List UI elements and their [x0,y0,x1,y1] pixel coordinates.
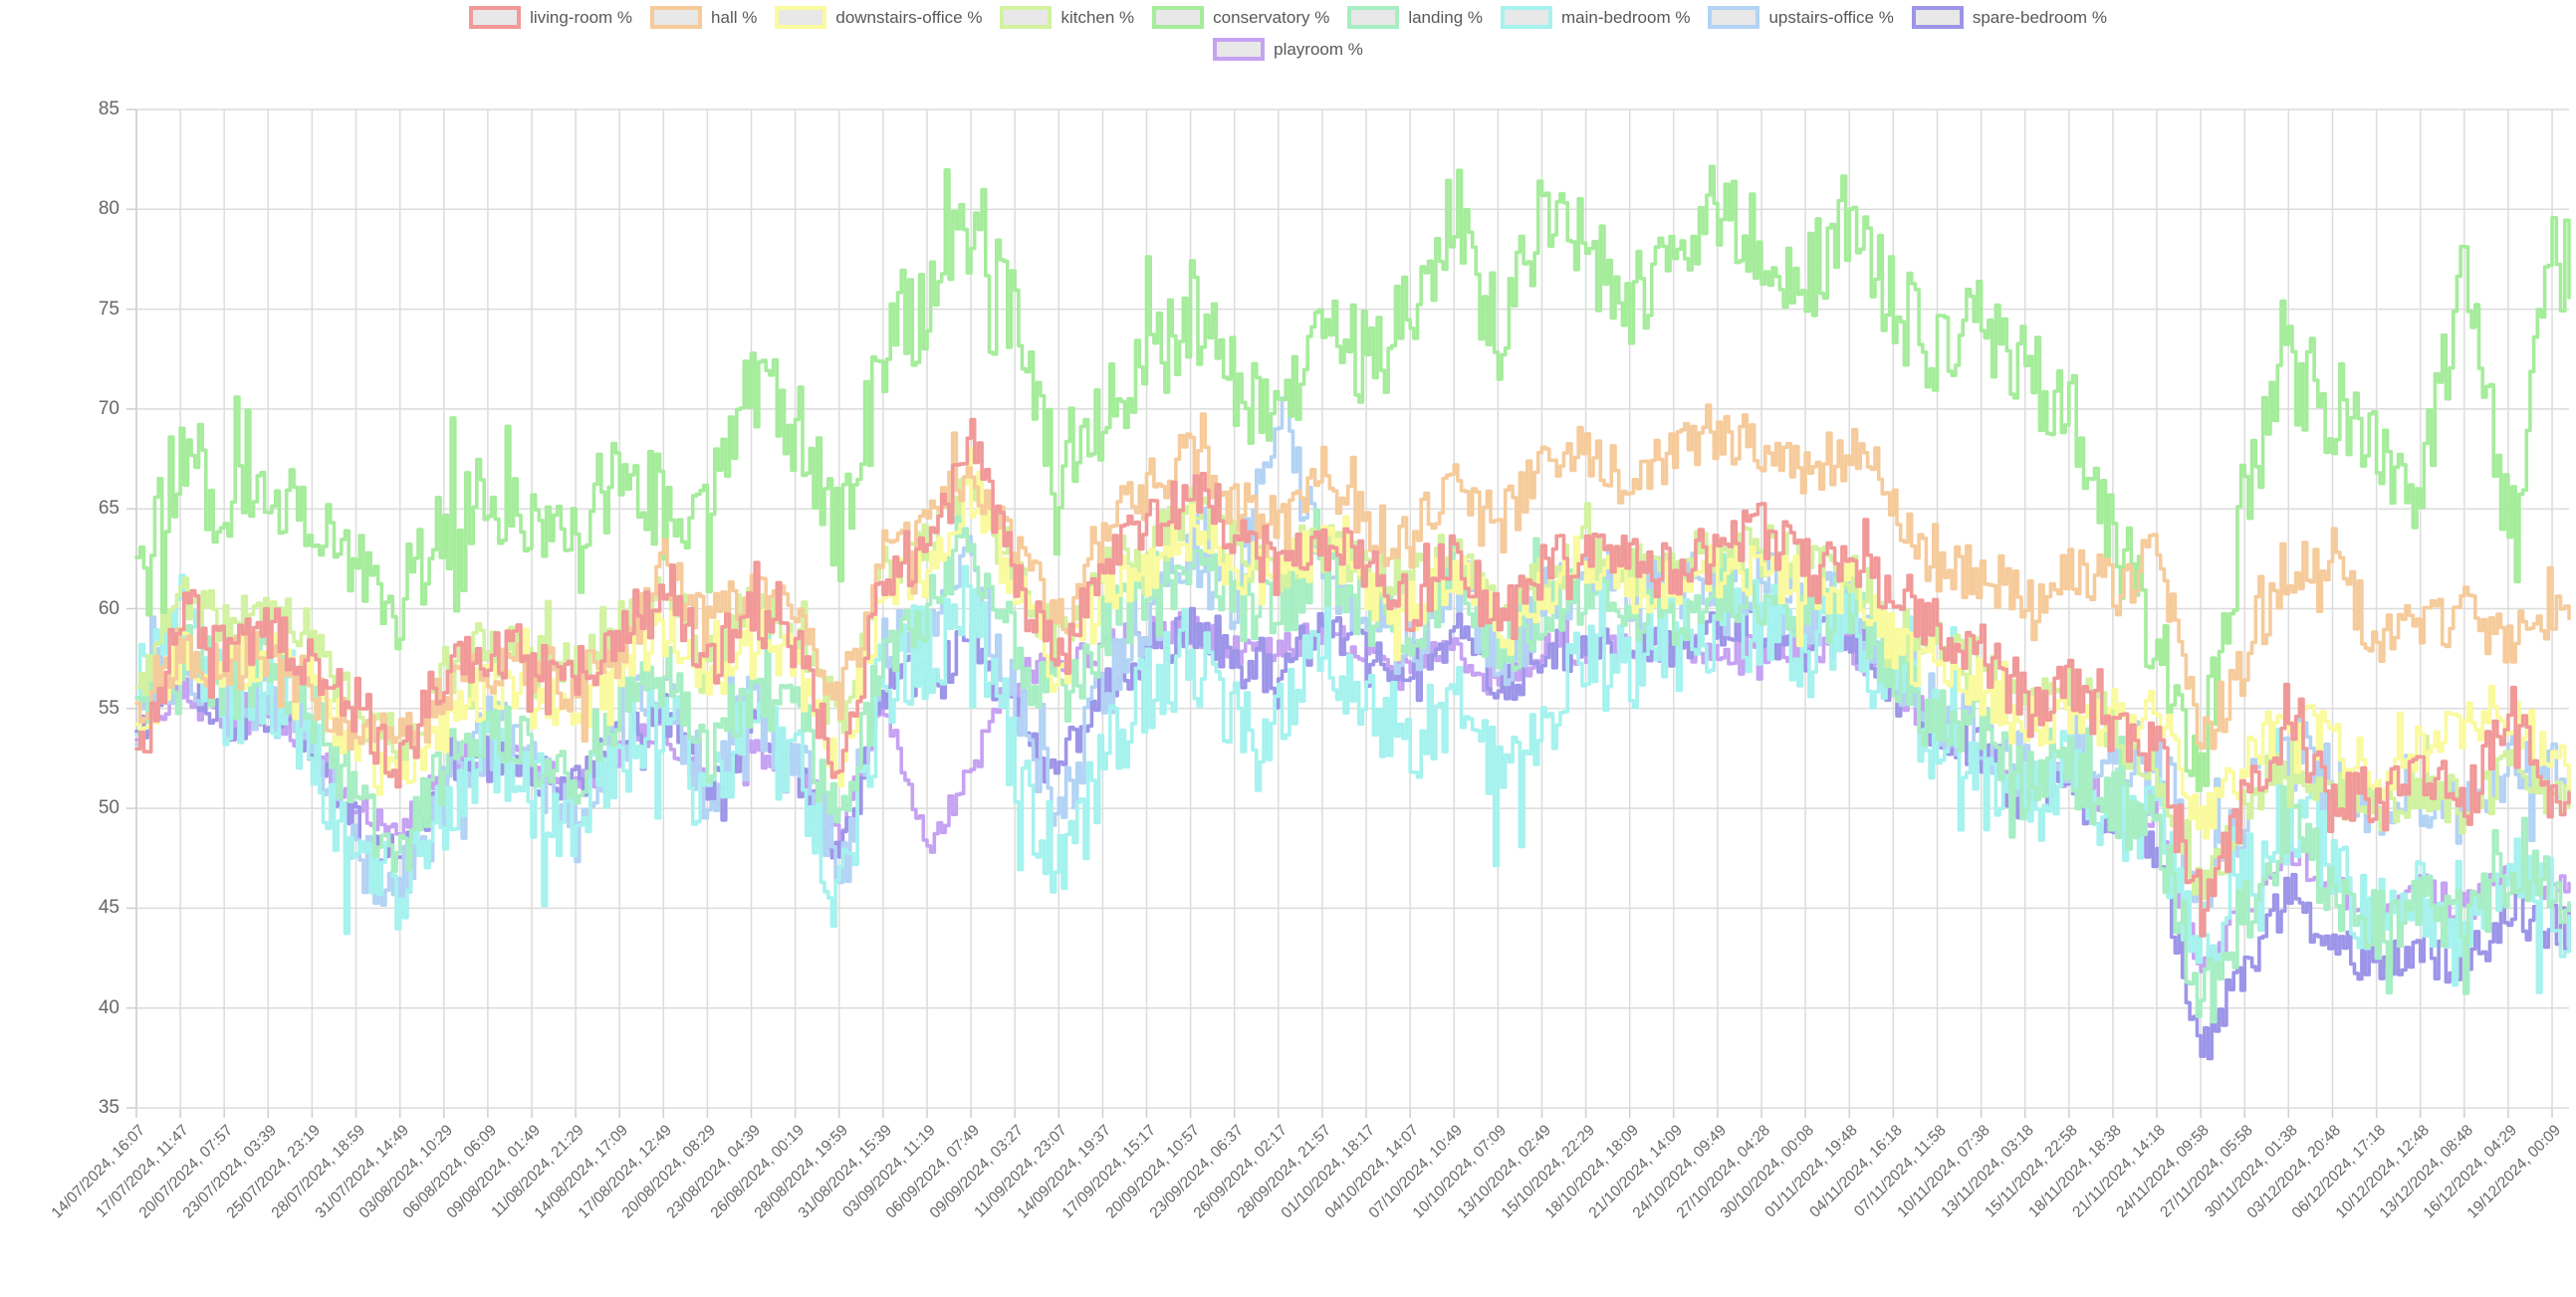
y-tick-label: 75 [98,298,119,320]
legend-swatch-landing [1347,6,1400,29]
legend-item-hall[interactable]: hall % [650,6,757,29]
legend-item-living-room[interactable]: living-room % [469,6,632,29]
y-tick-label: 55 [98,697,119,719]
y-tick-label: 50 [98,797,119,819]
legend-swatch-downstairs-office [775,6,827,29]
series-line-living-room [134,417,2571,938]
y-tick-label: 85 [98,99,119,119]
series-line-downstairs-office [134,446,2571,840]
legend-label: downstairs-office % [835,7,983,27]
legend-swatch-main-bedroom [1501,6,1552,29]
legend-item-upstairs-office[interactable]: upstairs-office % [1708,6,1894,29]
legend-label: conservatory % [1213,7,1330,27]
legend-label: spare-bedroom % [1972,7,2107,27]
legend-item-downstairs-office[interactable]: downstairs-office % [775,6,982,29]
chart-legend: living-room % hall % downstairs-office % ki… [0,6,2576,70]
legend-label: main-bedroom % [1561,7,1691,27]
legend-swatch-conservatory [1152,6,1205,29]
legend-swatch-spare-bedroom [1911,6,1964,29]
legend-item-conservatory[interactable]: conservatory % [1152,6,1329,29]
legend-label: playroom % [1274,39,1363,59]
y-tick-label: 65 [98,498,119,520]
legend-item-kitchen[interactable]: kitchen % [1000,6,1134,29]
legend-label: living-room % [530,7,633,27]
legend-swatch-playroom [1213,38,1266,61]
legend-swatch-hall [650,6,703,29]
legend-swatch-living-room [469,6,522,29]
y-tick-label: 35 [98,1097,119,1118]
y-tick-label: 60 [98,597,119,619]
legend-swatch-upstairs-office [1708,6,1760,29]
y-tick-label: 80 [98,198,119,220]
legend-row: living-room % hall % downstairs-office % ki… [0,6,2576,29]
series-line-landing [134,508,2571,1024]
legend-label: landing % [1408,7,1483,27]
legend-swatch-kitchen [1000,6,1053,29]
legend-label: kitchen % [1060,7,1135,27]
legend-item-spare-bedroom[interactable]: spare-bedroom % [1911,6,2107,29]
legend-item-playroom[interactable]: playroom % [1213,38,1363,61]
y-tick-label: 40 [98,996,119,1018]
legend-row: playroom % [0,38,2576,61]
legend-item-landing[interactable]: landing % [1347,6,1483,29]
legend-label: upstairs-office % [1768,7,1894,27]
y-tick-label: 45 [98,897,119,919]
series-line-conservatory [134,164,2571,792]
y-tick-label: 70 [98,397,119,419]
legend-label: hall % [711,7,758,27]
legend-item-main-bedroom[interactable]: main-bedroom % [1501,6,1690,29]
